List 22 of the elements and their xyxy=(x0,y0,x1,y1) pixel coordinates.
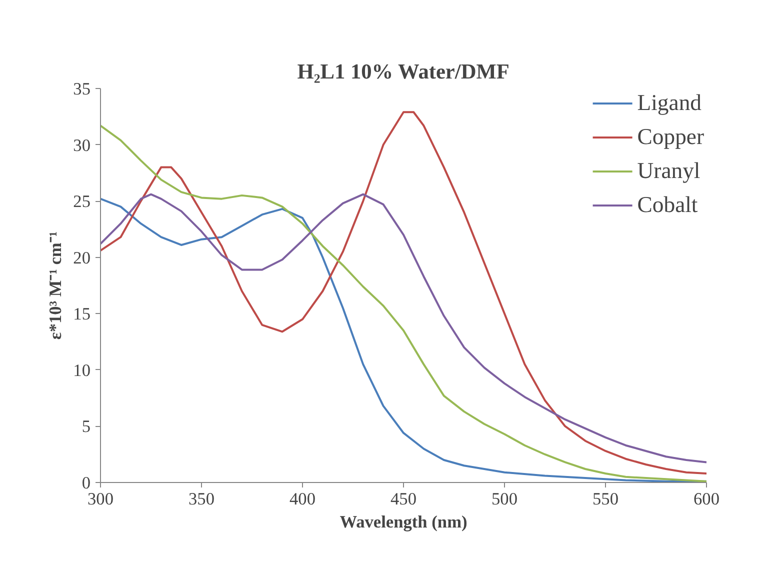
y-tick-label: 30 xyxy=(73,136,90,155)
y-tick-label: 10 xyxy=(73,360,90,380)
y-tick-label: 35 xyxy=(73,80,90,98)
x-tick-label: 550 xyxy=(592,490,619,508)
y-tick-label: 25 xyxy=(73,192,90,212)
y-tick-label: 0 xyxy=(82,474,91,492)
x-axis-title: Wavelength (nm) xyxy=(340,512,468,532)
y-axis-title: ε*10³ M⁻¹ cm⁻¹ xyxy=(46,231,66,340)
x-tick-label: 400 xyxy=(290,490,316,508)
x-tick-label: 300 xyxy=(88,490,114,508)
legend-label: Uranyl xyxy=(637,158,700,184)
x-tick-label: 450 xyxy=(390,490,417,508)
y-tick-label: 5 xyxy=(82,417,91,436)
x-tick-label: 350 xyxy=(188,490,215,508)
x-tick-label: 600 xyxy=(694,490,720,508)
y-tick-label: 15 xyxy=(73,304,90,324)
x-tick-label: 500 xyxy=(492,490,518,508)
legend-label: Cobalt xyxy=(637,192,698,218)
legend-label: Ligand xyxy=(637,90,702,116)
legend-label: Copper xyxy=(637,124,704,150)
chart-title: H₂L1 10% Water/DMF xyxy=(297,60,510,84)
y-tick-label: 20 xyxy=(73,248,90,268)
